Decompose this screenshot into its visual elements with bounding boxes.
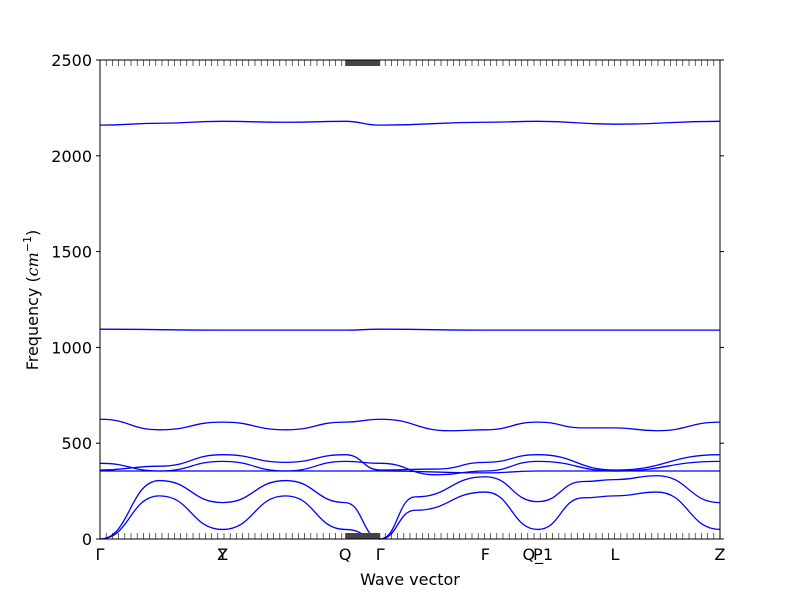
y-tick-label: 2500 — [51, 51, 92, 70]
plot-area — [100, 60, 720, 539]
x-tick-label: Z — [217, 545, 228, 564]
frame-layer — [99, 59, 721, 540]
y-axis-label: Frequency (cm−1) — [21, 230, 42, 371]
y-tick-label: 2000 — [51, 147, 92, 166]
y-axis-label-text: Frequency — [23, 288, 42, 371]
x-tick-label: Z — [715, 545, 726, 564]
x-tick-label: Γ — [376, 545, 385, 564]
x-tick-label: Γ — [96, 545, 105, 564]
phonon-band-8 — [99, 120, 721, 126]
phonon-band-2 — [99, 475, 721, 540]
x-tick-label: L — [610, 545, 619, 564]
series-layer — [99, 120, 721, 540]
plot-frame — [99, 59, 721, 540]
y-tick-label: 500 — [61, 434, 92, 453]
x-tick-label: Y — [217, 545, 228, 564]
x-tick-label: Q_1 — [522, 545, 553, 565]
phonon-band-6 — [99, 418, 721, 432]
phonon-band-3 — [100, 470, 720, 474]
y-tick-label: 1500 — [51, 243, 92, 262]
plot-background — [100, 60, 720, 539]
y-tick-label: 0 — [82, 530, 92, 549]
phonon-band-1 — [99, 491, 721, 540]
phonon-band-7 — [99, 328, 720, 331]
dense-q-point-band-top — [345, 60, 381, 66]
phonon-band-4 — [99, 460, 721, 476]
x-tick-label: Q — [339, 545, 352, 564]
y-axis-label-unit: cm — [23, 252, 42, 276]
phonon-band-5 — [99, 454, 721, 471]
x-tick-label: P — [533, 545, 543, 564]
x-axis-label: Wave vector — [360, 570, 460, 589]
x-tick-label: F — [481, 545, 490, 564]
y-axis-label-unit-exponent: −1 — [21, 236, 34, 252]
y-tick-label: 1000 — [51, 338, 92, 357]
dense-q-point-band-bottom — [345, 533, 381, 539]
